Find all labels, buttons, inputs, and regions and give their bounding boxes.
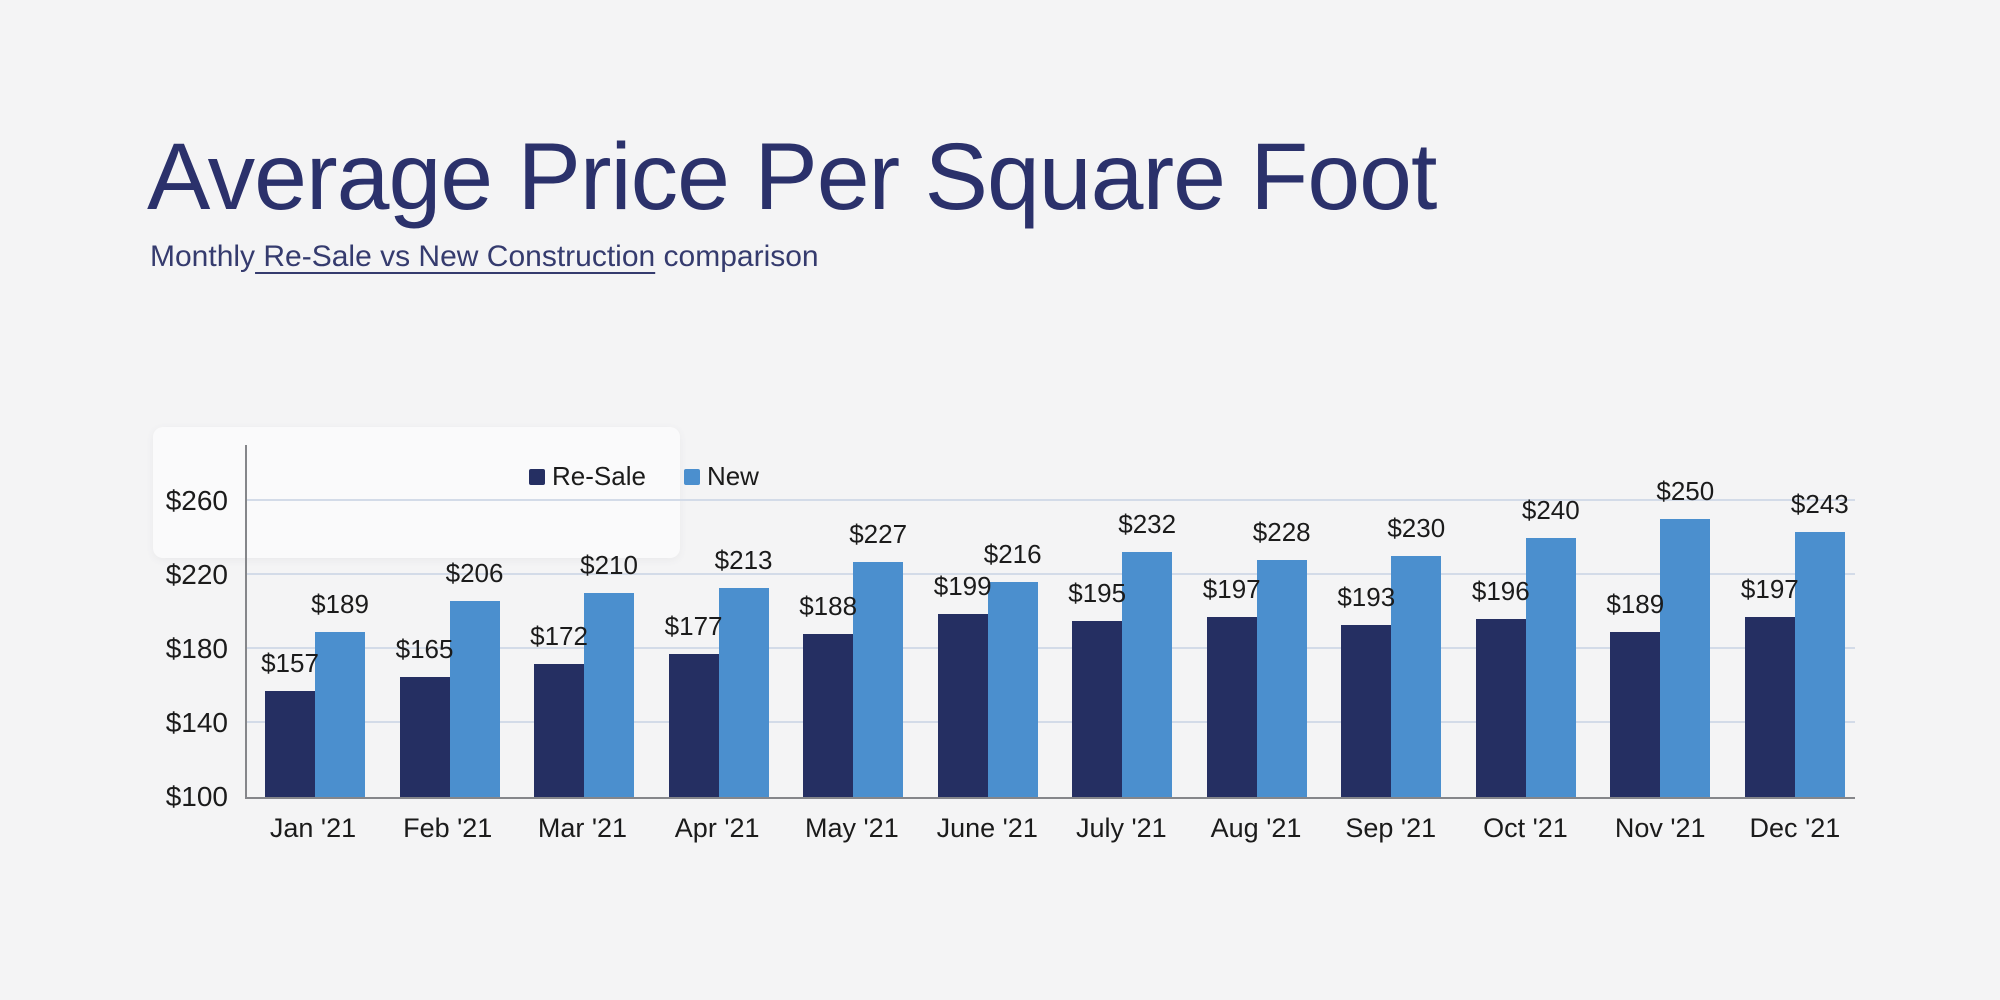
chart-legend: Re-Sale New	[529, 461, 759, 492]
x-axis-category-label: July '21	[1075, 813, 1167, 843]
bar-group: $189 $250	[1606, 445, 1714, 797]
legend-item-resale[interactable]: Re-Sale	[529, 461, 646, 492]
resale-bar	[534, 663, 585, 797]
x-axis-category-labels: Jan '21 Feb '21 Mar '21 Apr '21 May '21 June …	[245, 813, 1855, 844]
legend-label-resale: Re-Sale	[552, 461, 646, 491]
bar-value-label: $230	[1387, 513, 1446, 544]
resale-bar	[1744, 617, 1795, 797]
bar-value-label: $193	[1337, 581, 1396, 612]
new-bar	[853, 561, 904, 797]
bar-value-label: $172	[530, 620, 588, 651]
new-bar	[1525, 537, 1576, 797]
subtitle-suffix: comparison	[655, 240, 819, 273]
bar-value-label: $210	[580, 550, 638, 581]
bar-value-label: $197	[1202, 574, 1261, 605]
legend-item-new[interactable]: New	[683, 461, 759, 492]
page-title: Average Price Per Square Foot	[147, 124, 1437, 230]
gridline	[247, 498, 1855, 501]
bar-value-label: $240	[1521, 494, 1580, 525]
bar-value-label: $188	[799, 590, 858, 621]
bar-value-label: $227	[849, 518, 908, 549]
resale-bar	[1072, 621, 1123, 797]
resale-bar	[1206, 617, 1257, 797]
new-bar	[1391, 556, 1442, 797]
x-axis-category-label: Nov '21	[1614, 813, 1706, 843]
bar-value-label: $197	[1740, 574, 1799, 605]
new-bar	[584, 593, 635, 797]
gridline	[247, 572, 1855, 575]
gridline	[247, 720, 1855, 723]
bar-value-label: $243	[1790, 489, 1849, 520]
x-axis-category-label: Sep '21	[1345, 813, 1437, 843]
x-axis-category-label: Jan '21	[269, 813, 357, 843]
y-axis-tick-label: $220	[165, 558, 228, 590]
bar-value-label: $250	[1656, 476, 1715, 507]
y-axis-tick-label: $100	[165, 781, 228, 812]
new-bar	[718, 587, 769, 797]
bar-value-label: $216	[983, 539, 1042, 570]
x-axis-category-label: Aug '21	[1210, 813, 1302, 843]
chart-card	[153, 427, 680, 558]
bar-value-label: $196	[1471, 576, 1530, 607]
bar-value-label: $213	[714, 544, 773, 575]
resale-bar	[399, 676, 450, 797]
y-axis-tick-label: $260	[165, 484, 228, 516]
new-bar	[1122, 552, 1173, 797]
bar-value-label: $189	[311, 589, 369, 620]
bar-value-label: $199	[933, 570, 992, 601]
bar-group: $195 $232	[1068, 445, 1176, 797]
bar-value-label: $189	[1606, 589, 1665, 620]
bar-group: $165 $206	[396, 445, 503, 797]
new-bar	[1660, 519, 1711, 797]
subtitle-prefix: Monthly	[150, 240, 256, 273]
bar-group: $157 $189	[261, 445, 369, 797]
resale-bar	[1475, 619, 1526, 797]
new-bar	[1794, 532, 1845, 797]
page-subtitle: Monthly Re-Sale vs New Construction comp…	[150, 240, 819, 274]
resale-bar	[1341, 624, 1392, 797]
subtitle-link[interactable]: Re-Sale vs New Construction	[255, 240, 656, 273]
y-axis-tick-label: $180	[165, 632, 228, 664]
x-axis-category-label: Feb '21	[403, 813, 493, 843]
bar-group: $177 $213	[665, 445, 773, 797]
bar-group: $197 $228	[1203, 445, 1311, 797]
bar-value-label: $206	[445, 557, 504, 588]
resale-bar	[803, 633, 854, 797]
new-bar	[315, 632, 365, 797]
x-axis-category-label: Dec '21	[1749, 813, 1841, 843]
bar-group: $188 $227	[799, 445, 907, 797]
bars-row: $157 $189 $165 $206 $172 $210 $177 $213 $188 $227…	[247, 445, 1855, 797]
bar-group: $172 $210	[530, 445, 638, 797]
bar-value-label: $232	[1118, 509, 1177, 540]
x-axis-category-label: June '21	[936, 813, 1038, 843]
new-bar	[987, 582, 1038, 797]
new-bar	[449, 600, 500, 797]
new-bar	[1256, 559, 1307, 797]
resale-bar	[668, 654, 719, 797]
bar-value-label: $195	[1068, 578, 1127, 608]
resale-bar	[1610, 632, 1661, 797]
gridline	[247, 646, 1855, 649]
bar-group: $196 $240	[1472, 445, 1580, 797]
bar-group: $197 $243	[1741, 445, 1849, 797]
x-axis-category-label: May '21	[805, 813, 899, 843]
bar-group: $199 $216	[934, 445, 1042, 797]
y-axis-tick-label: $140	[165, 706, 228, 738]
resale-bar	[265, 691, 315, 797]
bar-group: $193 $230	[1337, 445, 1445, 797]
x-axis-category-label: Apr '21	[674, 813, 760, 843]
bar-value-label: $177	[664, 611, 723, 642]
new-swatch-icon	[683, 468, 700, 485]
x-axis-line	[245, 797, 1855, 799]
bar-value-label: $165	[395, 633, 454, 664]
bar-value-label: $228	[1252, 516, 1311, 547]
x-axis-category-label: Mar '21	[537, 813, 628, 843]
plot-area: $157 $189 $165 $206 $172 $210 $177 $213 $188 $227…	[245, 445, 1855, 799]
x-axis-category-label: Oct '21	[1483, 813, 1568, 843]
resale-swatch-icon	[529, 468, 545, 485]
legend-label-new: New	[706, 461, 759, 491]
resale-bar	[937, 613, 988, 797]
bar-value-label: $157	[261, 648, 319, 679]
